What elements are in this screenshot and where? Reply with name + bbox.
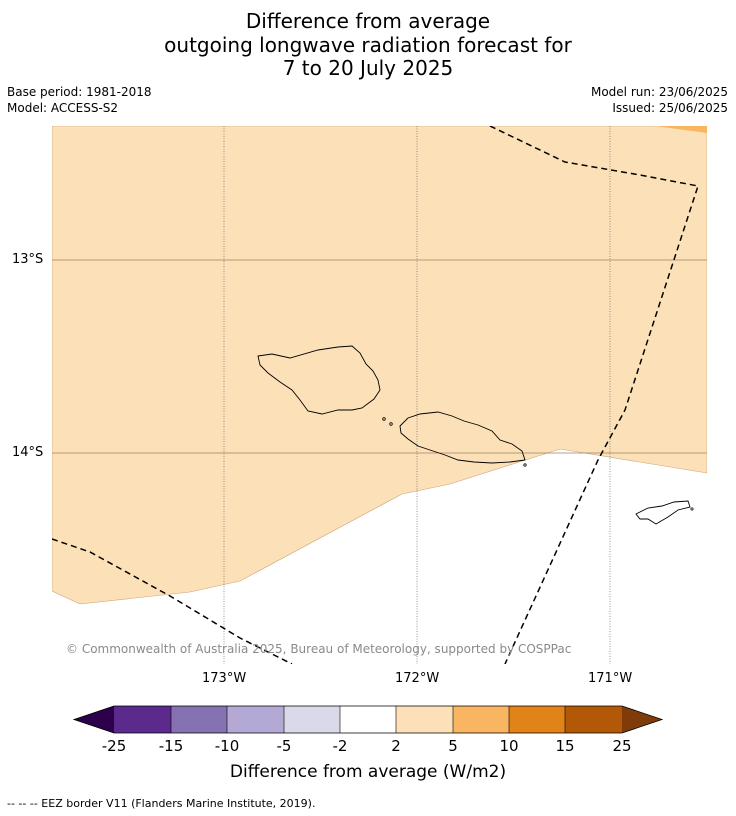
colorbar-segment-3 <box>227 706 284 733</box>
colorbar-segment-2 <box>171 706 227 733</box>
eez-legend-note: -- -- -- EEZ border V11 (Flanders Marine… <box>7 797 316 810</box>
issued-text: Issued: 25/06/2025 <box>612 101 728 115</box>
map-area <box>52 126 707 664</box>
colorbar-tick: 15 <box>555 737 575 755</box>
base-period-text: Base period: 1981-2018 <box>7 85 152 99</box>
apolima-islet <box>389 422 393 426</box>
lon-label-171w: 171°W <box>588 671 633 686</box>
title-line-3: 7 to 20 July 2025 <box>282 56 454 80</box>
colorbar-high-extension <box>622 706 662 733</box>
colorbar-tick: 10 <box>499 737 519 755</box>
colorbar-segment-7 <box>453 706 509 733</box>
colorbar-segment-5 <box>340 706 396 733</box>
manono-islet <box>382 417 386 421</box>
model-text: Model: ACCESS-S2 <box>7 101 119 115</box>
copyright-notice: © Commonwealth of Australia 2025, Bureau… <box>66 642 572 656</box>
colorbar-label: Difference from average (W/m2) <box>229 762 507 782</box>
eez-border-north <box>489 126 699 664</box>
colorbar-tick: -5 <box>276 737 292 755</box>
lon-label-172w: 172°W <box>395 671 440 686</box>
colorbar-segment-6 <box>396 706 453 733</box>
colorbar-segment-4 <box>284 706 340 733</box>
eez-border-southwest <box>52 538 293 664</box>
lat-label-13s: 13°S <box>12 252 44 267</box>
anomaly-region-5-to-10 <box>655 126 707 133</box>
anomaly-region-2-to-5 <box>52 126 707 605</box>
lon-label-173w: 173°W <box>202 671 247 686</box>
colorbar-tick: 25 <box>612 737 632 755</box>
colorbar-outline <box>72 705 664 734</box>
colorbar <box>72 705 664 734</box>
colorbar-segment-9 <box>565 706 622 733</box>
colorbar-tick: 2 <box>391 737 401 755</box>
title-line-1: Difference from average <box>245 9 491 33</box>
aunuu-islet <box>690 507 694 511</box>
colorbar-low-extension <box>74 706 114 733</box>
colorbar-segment-8 <box>509 706 565 733</box>
nuutele-islet <box>523 463 527 467</box>
colorbar-tick: -25 <box>101 737 127 755</box>
colorbar-tick: -2 <box>332 737 348 755</box>
savaii-island-coastline <box>257 345 381 415</box>
colorbar-segment-1 <box>114 706 171 733</box>
upolu-island-coastline <box>399 411 526 464</box>
lat-label-14s: 14°S <box>12 445 44 460</box>
colorbar-tick: -10 <box>214 737 240 755</box>
tutuila-island-coastline <box>635 500 691 525</box>
model-run-text: Model run: 23/06/2025 <box>590 85 728 99</box>
title-line-2: outgoing longwave radiation forecast for <box>164 33 572 57</box>
colorbar-tick: 5 <box>448 737 458 755</box>
colorbar-tick: -15 <box>158 737 184 755</box>
